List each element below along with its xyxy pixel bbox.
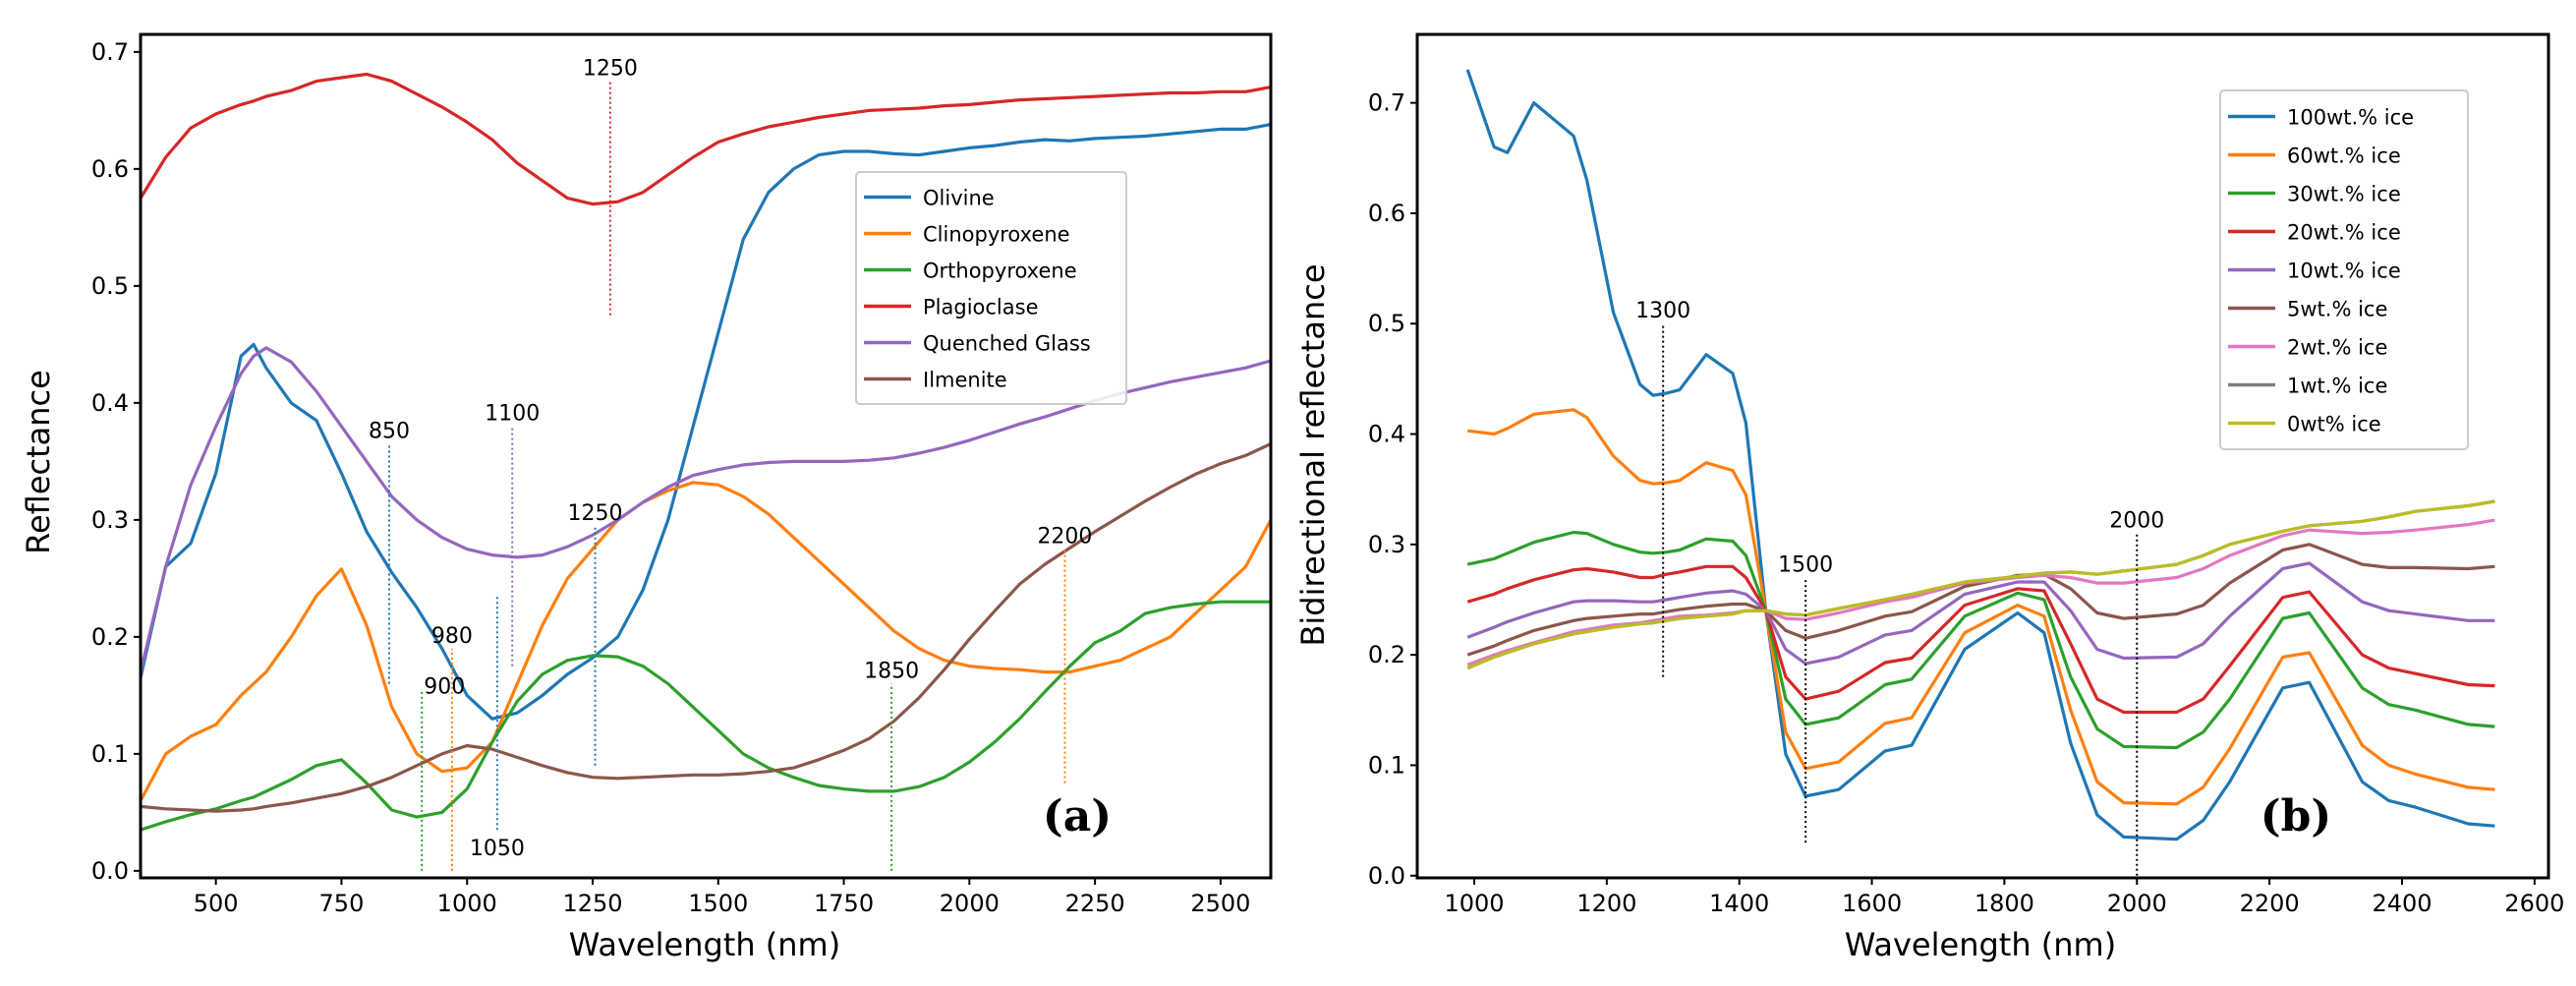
x-tick-label: 1750: [814, 890, 874, 917]
series-line-100wt-ice: [1465, 69, 2495, 841]
series-line-30wt-ice: [1466, 530, 2495, 750]
legend-entry: 60wt.% ice: [2287, 145, 2401, 168]
series-line-20wt-ice: [1466, 564, 2495, 715]
y-tick-label: 0.7: [91, 38, 129, 66]
series-line-orthopyroxene: [140, 600, 1271, 832]
legend-entry: 30wt.% ice: [2287, 183, 2401, 206]
annotation-label: 1850: [864, 659, 919, 683]
plot-frame: [139, 32, 1273, 880]
x-tick-label: 2000: [2107, 890, 2167, 917]
x-axis-label: Wavelength (nm): [1845, 926, 2116, 963]
x-tick-label: 1400: [1709, 890, 1769, 917]
x-tick-label: 2500: [1190, 890, 1250, 917]
chart-panel-1: 1300 1500 2000 1000 1200 1400 1600 1800 2000 2200…: [1294, 32, 2564, 963]
legend: 100wt.% ice 60wt.% ice 30wt.% ice 20wt.% ic…: [2219, 89, 2469, 450]
legend-entry: Clinopyroxene: [923, 223, 1070, 247]
annotation-label: 900: [424, 674, 465, 699]
series-line-10wt-ice: [1466, 561, 2495, 666]
legend-entry: 5wt.% ice: [2287, 298, 2387, 321]
legend-entry: Olivine: [923, 187, 995, 210]
annotation-label: 1250: [583, 57, 638, 82]
x-tick-label: 2600: [2504, 890, 2564, 917]
annotation-label: 2000: [2109, 509, 2164, 534]
panel-label: (b): [2261, 791, 2331, 841]
series-line-0wt-ice: [1466, 499, 2495, 670]
y-tick-label: 0.2: [91, 623, 129, 651]
y-tick-label: 0.3: [91, 506, 129, 534]
y-tick-label: 0.7: [1368, 89, 1405, 117]
y-tick-label: 0.5: [1368, 310, 1405, 337]
series-line-5wt-ice: [1466, 543, 2495, 657]
annotation-label: 1050: [470, 837, 525, 861]
y-tick-label: 0.4: [91, 389, 129, 417]
annotation-label: 1500: [1778, 553, 1833, 578]
y-tick-label: 0.0: [1368, 862, 1405, 890]
x-tick-label: 1200: [1576, 890, 1636, 917]
x-tick-label: 500: [194, 890, 239, 917]
legend-entry: Plagioclase: [923, 296, 1039, 319]
annotation-label: 1250: [568, 501, 623, 526]
series-line-60wt-ice: [1467, 408, 2495, 806]
annotation-label: 1100: [485, 402, 540, 427]
x-tick-label: 1800: [1975, 890, 2034, 917]
legend-entry: 10wt.% ice: [2287, 260, 2401, 283]
x-tick-label: 1500: [688, 890, 748, 917]
legend-entry: Ilmenite: [923, 369, 1007, 392]
x-tick-label: 2000: [940, 890, 1000, 917]
y-tick-label: 0.6: [91, 155, 129, 183]
series-line-clinopyroxene: [139, 481, 1273, 802]
annotation-label: 850: [369, 420, 410, 444]
y-tick-label: 0.5: [91, 272, 129, 300]
annotation-label: 1300: [1635, 299, 1690, 323]
legend-entry: 20wt.% ice: [2287, 221, 2401, 245]
legend: Olivine Clinopyroxene Orthopyroxene Plagioc…: [855, 171, 1127, 405]
legend-entry: Orthopyroxene: [923, 260, 1077, 283]
panel-label: (a): [1043, 791, 1112, 841]
x-tick-label: 1600: [1842, 890, 1902, 917]
legend-box: [855, 171, 1127, 405]
series-line-ilmenite: [140, 442, 1272, 813]
x-tick-label: 1250: [562, 890, 622, 917]
x-tick-label: 2250: [1065, 890, 1125, 917]
series-line-quenched-glass: [139, 346, 1272, 672]
y-tick-label: 0.1: [1368, 751, 1405, 779]
annotation-label: 2200: [1037, 525, 1092, 550]
legend-entry: 2wt.% ice: [2287, 336, 2387, 360]
x-tick-label: 2400: [2372, 890, 2432, 917]
series-line-2wt-ice: [1466, 518, 2495, 667]
y-tick-label: 0.6: [1368, 200, 1405, 227]
legend-entry: 0wt% ice: [2287, 413, 2381, 436]
series-line-olivine: [139, 123, 1272, 721]
y-axis-label: Reflectance: [20, 370, 57, 554]
series-line-plagioclase: [139, 72, 1272, 206]
y-tick-label: 0.4: [1368, 421, 1405, 448]
x-tick-label: 750: [319, 890, 365, 917]
y-axis-label: Bidirectional reflectance: [1294, 263, 1332, 646]
annotation-label: 980: [431, 624, 473, 649]
legend-entry: Quenched Glass: [923, 332, 1091, 356]
legend-box: [2219, 89, 2469, 450]
x-tick-label: 1000: [437, 890, 497, 917]
legend-entry: 100wt.% ice: [2287, 106, 2414, 130]
x-axis-label: Wavelength (nm): [569, 926, 840, 963]
x-tick-label: 2200: [2240, 890, 2300, 917]
y-tick-label: 0.2: [1368, 641, 1405, 668]
chart-panel-0: 1250 850 1100 1250 980 900 1050 1850 2200 500 750 1…: [20, 32, 1273, 963]
y-tick-label: 0.3: [1368, 531, 1405, 558]
y-tick-label: 0.0: [91, 857, 129, 885]
x-tick-label: 1000: [1444, 890, 1504, 917]
plot-frame: [1415, 32, 2550, 880]
y-tick-label: 0.1: [91, 740, 129, 768]
legend-entry: 1wt.% ice: [2287, 375, 2387, 398]
